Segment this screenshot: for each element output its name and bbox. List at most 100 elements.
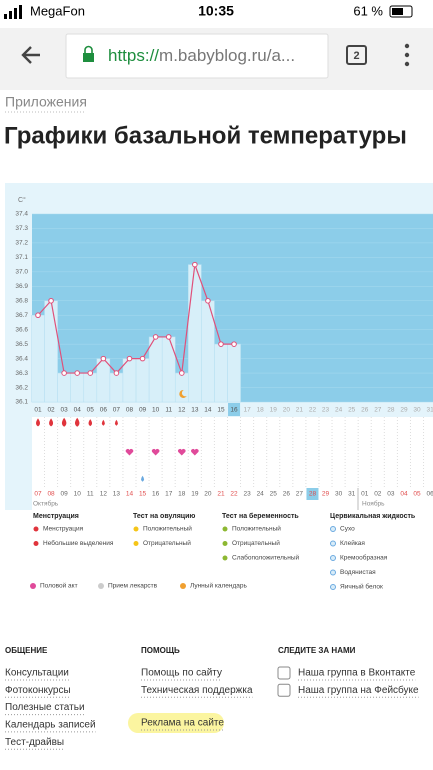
breadcrumb: Приложения xyxy=(5,94,87,110)
temperature-point xyxy=(87,370,94,376)
legend-item: Отрицательный xyxy=(232,539,280,547)
day-label: 23 xyxy=(322,407,330,414)
day-label: 26 xyxy=(361,407,369,414)
tabs-button[interactable] xyxy=(346,45,367,65)
temperature-bar xyxy=(148,336,163,403)
footer-link[interactable]: Консультации xyxy=(5,668,69,679)
date-label: 25 xyxy=(270,491,278,498)
back-button[interactable] xyxy=(21,46,40,64)
temperature-point xyxy=(61,370,67,376)
events-area xyxy=(32,417,433,488)
footer-heading: ПОМОЩЬ xyxy=(141,646,180,655)
legend-item: Менструация xyxy=(43,526,84,533)
footer-link[interactable]: Тест-драйвы xyxy=(5,737,64,748)
signal-bar xyxy=(14,8,17,19)
legend-item: Слабоположительный xyxy=(232,554,300,562)
temperature-point xyxy=(152,334,159,340)
day-label: 22 xyxy=(309,407,317,414)
day-label: 31 xyxy=(426,407,433,414)
date-label: 09 xyxy=(61,491,69,498)
day-label: 09 xyxy=(139,407,147,414)
footer-heading: СЛЕДИТЕ ЗА НАМИ xyxy=(278,646,356,655)
url-box[interactable] xyxy=(65,33,329,79)
temperature-bar xyxy=(135,358,150,403)
heart-icon xyxy=(151,448,160,456)
legend-title: Цервикальная жидкость xyxy=(330,513,416,520)
day-label: 16 xyxy=(230,407,238,414)
date-label: 05 xyxy=(413,491,421,498)
legend-icon xyxy=(330,526,336,532)
social-icon xyxy=(277,666,291,680)
temperature-bar xyxy=(57,372,71,403)
url-part: m.babyblog.ru/a... xyxy=(159,46,295,65)
battery: 61 % xyxy=(353,3,383,18)
heart-icon xyxy=(191,448,199,456)
date-label: 11 xyxy=(87,491,94,498)
date-label: 20 xyxy=(204,491,212,498)
temperature-point xyxy=(205,297,211,304)
date-label: 31 xyxy=(348,491,356,498)
date-label: 30 xyxy=(335,491,343,498)
legend-icon xyxy=(133,541,139,546)
legend-title: Тест на овуляцию xyxy=(133,513,195,520)
day-label: 21 xyxy=(296,407,304,414)
footer-link[interactable]: Полезные статьи xyxy=(5,702,85,713)
battery-icon xyxy=(389,5,413,18)
legend-icon xyxy=(222,526,228,532)
y-tick-label: 36.2 xyxy=(15,384,28,391)
y-tick-label: 36.4 xyxy=(15,355,28,362)
battery-level xyxy=(392,8,403,15)
legend-icon xyxy=(30,583,36,589)
day-label: 12 xyxy=(178,407,186,414)
temperature-bar xyxy=(70,372,84,403)
menu-dot[interactable] xyxy=(404,43,410,49)
footer-link[interactable]: Помощь по сайту xyxy=(141,668,222,679)
footer-link[interactable]: Наша группа в Вконтакте xyxy=(298,668,416,679)
temperature-point xyxy=(231,341,237,347)
day-label: 20 xyxy=(283,407,291,414)
legend-item: Половой акт xyxy=(40,582,78,590)
y-tick-label: 36.3 xyxy=(15,370,28,377)
y-tick-label: 37.1 xyxy=(15,254,28,261)
date-label: 13 xyxy=(113,491,121,498)
legend-icon xyxy=(33,526,39,532)
footer-link[interactable]: Техническая поддержка xyxy=(141,685,253,696)
heart-icon xyxy=(125,448,134,456)
today-box xyxy=(228,403,241,416)
y-tick-label: 36.9 xyxy=(15,283,28,290)
day-label: 14 xyxy=(204,407,212,414)
temperature-line xyxy=(37,264,235,374)
drop-icon xyxy=(36,418,40,427)
date-label: 06 xyxy=(426,491,433,498)
footer-link[interactable]: Реклама на сайте xyxy=(141,718,224,729)
date-label: 04 xyxy=(400,491,408,498)
page-title: Графики базальной температуры xyxy=(4,122,407,149)
unit: C° xyxy=(18,196,26,204)
day-label: 02 xyxy=(47,407,55,414)
legend-icon xyxy=(330,584,336,590)
footer-link[interactable]: Наша группа на Фейсбуке xyxy=(298,684,419,696)
legend-icon xyxy=(133,526,139,532)
temperature-point xyxy=(74,370,81,376)
footer-link[interactable]: Календарь записей xyxy=(5,720,96,731)
legend-icon xyxy=(33,541,39,546)
temperature-point xyxy=(48,297,54,304)
carrier: MegaFon xyxy=(30,3,85,18)
legend-title: Менструация xyxy=(33,513,79,520)
temperature-point xyxy=(218,341,224,347)
day-label: 17 xyxy=(244,407,252,414)
date-label: 08 xyxy=(47,491,55,498)
date-label: 17 xyxy=(165,491,173,498)
temperature-bar xyxy=(31,314,45,403)
temperature-point xyxy=(113,370,120,376)
y-tick-label: 36.7 xyxy=(15,312,28,319)
lock-shackle xyxy=(84,45,93,53)
drop-icon xyxy=(114,419,118,426)
day-label: 24 xyxy=(335,407,343,414)
day-label: 13 xyxy=(191,407,199,414)
legend-item: Прием лекарств xyxy=(108,583,158,590)
temperature-bar xyxy=(44,300,58,403)
footer-link[interactable]: Фотоконкурсы xyxy=(5,685,71,696)
